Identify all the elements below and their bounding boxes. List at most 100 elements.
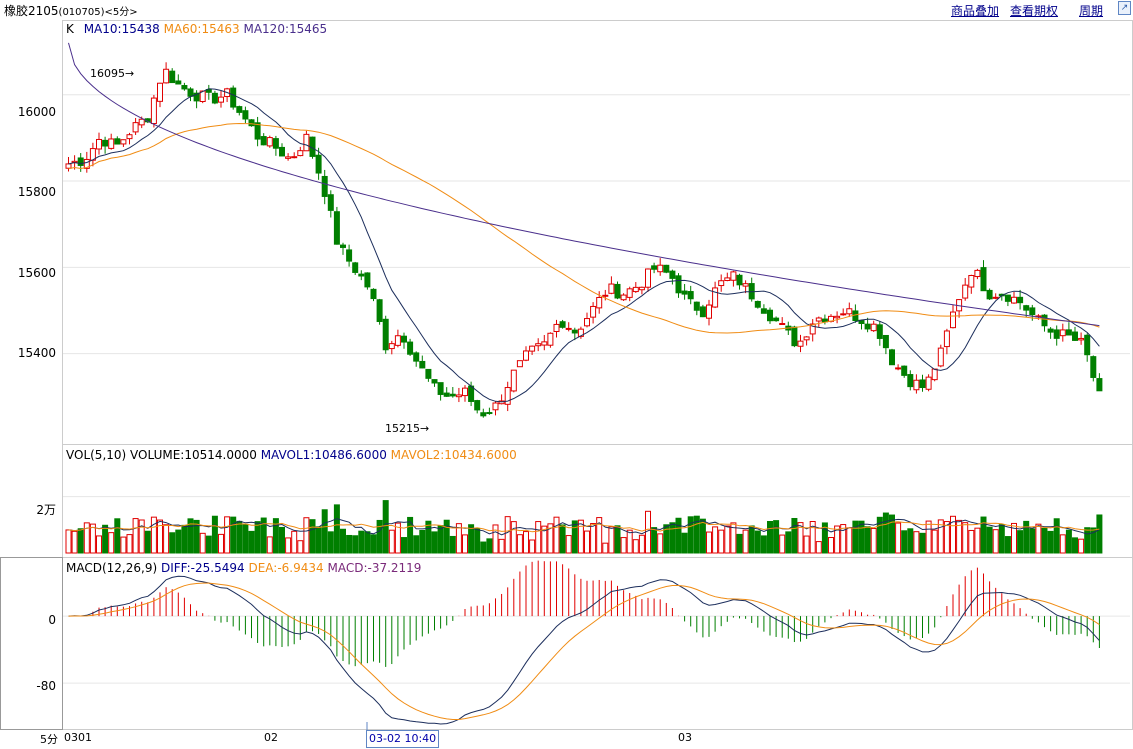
volume-bar: [431, 531, 438, 554]
candle-body: [193, 92, 200, 102]
candle-body: [407, 341, 414, 355]
volume-bar: [943, 521, 950, 554]
options-menu-link[interactable]: 查看期权: [1010, 4, 1059, 18]
volume-bar: [425, 520, 432, 554]
candle-body: [767, 309, 773, 322]
candle-body: [449, 393, 456, 397]
volume-bar: [96, 535, 102, 554]
candle-body: [474, 400, 481, 411]
candle-body: [754, 300, 761, 308]
volume-bar: [736, 533, 743, 554]
top-bar: 橡胶2105(010705)<5分> 商品叠加 查看期权 周期 ↗: [0, 0, 1133, 20]
candle-body: [602, 294, 609, 297]
volume-bar: [925, 520, 932, 554]
candle-body: [553, 323, 560, 332]
candle-body: [285, 156, 292, 159]
volume-bar: [321, 509, 328, 554]
volume-bar: [114, 518, 121, 554]
volume-bar: [956, 519, 963, 554]
candle-body: [163, 68, 170, 84]
candle-body: [437, 382, 444, 395]
legend-diff: DIFF:-25.5494: [160, 561, 245, 575]
volume-bar: [1035, 523, 1042, 554]
volume-bar: [382, 500, 389, 554]
volume-bar: [889, 514, 895, 554]
candle-body: [175, 80, 182, 85]
candle-body: [797, 340, 804, 347]
candle-body: [516, 360, 523, 368]
candle-body: [907, 374, 914, 388]
volume-bar: [1084, 527, 1091, 554]
volume-bar: [437, 525, 444, 554]
mavol2-line: [68, 521, 1100, 533]
candle-body: [663, 264, 670, 273]
volume-bar: [254, 521, 261, 554]
export-icon[interactable]: ↗: [1118, 1, 1131, 15]
volume-bar: [83, 522, 90, 554]
legend-dea: DEA:-6.9434: [248, 561, 324, 575]
volume-bar: [352, 535, 359, 554]
candle-body: [632, 286, 639, 293]
volume-bar: [565, 535, 572, 554]
candle-body: [584, 318, 590, 327]
volume-bar: [577, 519, 584, 554]
candle-body: [260, 136, 267, 146]
volume-bar: [126, 534, 133, 554]
candle-body: [760, 308, 767, 314]
candle-body: [181, 85, 188, 90]
volume-bar: [681, 532, 688, 554]
volume-bar: [71, 530, 78, 554]
volume-bar: [962, 522, 969, 554]
volume-bar: [907, 528, 914, 554]
volume-bar: [651, 527, 658, 554]
ma120-line: [68, 42, 1100, 327]
overlay-menu-link[interactable]: 商品叠加: [951, 4, 1000, 18]
volume-bar: [870, 527, 877, 554]
volume-bar: [419, 529, 426, 554]
volume-bar: [998, 524, 1005, 554]
price-tick: 15600: [17, 266, 56, 280]
arrow-right-icon: →: [125, 67, 135, 80]
volume-bar: [108, 532, 115, 554]
volume-bar: [388, 529, 395, 554]
volume-bar: [791, 517, 798, 554]
volume-bar: [553, 516, 560, 554]
candle-body: [840, 313, 847, 316]
candle-body: [779, 323, 786, 326]
instrument-name: 橡胶2105: [4, 4, 59, 18]
candle-body: [431, 379, 438, 384]
volume-legend: VOL(5,10) VOLUME:10514.0000 MAVOL1:10486…: [66, 448, 517, 462]
candle-body: [937, 347, 944, 367]
candle-body: [230, 87, 237, 108]
volume-bar: [785, 531, 792, 554]
legend-macd-name: MACD(12,26,9): [66, 561, 158, 575]
candle-body: [651, 265, 658, 270]
candle-body: [352, 262, 359, 273]
candle-body: [864, 323, 871, 330]
volume-bar: [1090, 527, 1097, 554]
arrow-right-icon: →: [420, 422, 430, 435]
x-tick-label: 0301: [64, 731, 92, 744]
candle-body: [846, 308, 853, 315]
candle-body: [315, 154, 322, 174]
high-price-label: 16095: [90, 67, 125, 80]
candle-body: [462, 387, 468, 397]
volume-bar: [882, 512, 889, 554]
x-tick-label: 02: [264, 731, 278, 744]
volume-bar: [1047, 530, 1054, 554]
volume-bar: [1053, 518, 1060, 554]
candle-body: [248, 119, 255, 127]
volume-bar: [443, 519, 450, 554]
candle-body: [413, 352, 420, 362]
candle-body: [132, 122, 139, 133]
volume-bar: [504, 516, 511, 554]
volume-bar: [346, 534, 353, 554]
candle-body: [138, 118, 145, 126]
period-menu-link[interactable]: 周期: [1079, 4, 1104, 18]
price-tick: 15800: [17, 185, 56, 199]
candle-body: [541, 341, 548, 346]
volume-bar: [138, 519, 145, 554]
candle-body: [364, 272, 371, 288]
volume-bar: [169, 532, 176, 554]
candle-body: [547, 332, 554, 346]
